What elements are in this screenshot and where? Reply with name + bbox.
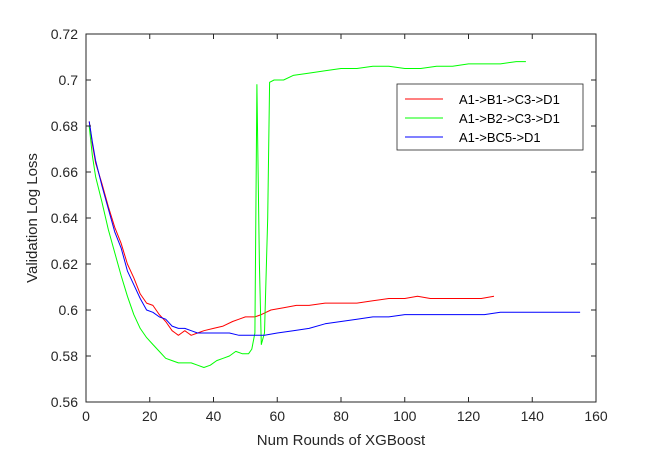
x-tick-label-6: 120 (457, 408, 481, 424)
y-tick-label-7: 0.7 (59, 72, 79, 88)
series-line-1 (88, 61, 526, 368)
y-tick-label-3: 0.62 (51, 256, 78, 272)
y-tick-label-1: 0.58 (51, 348, 78, 364)
x-axis-label: Num Rounds of XGBoost (257, 432, 426, 449)
legend-label-0: A1->B1->C3->D1 (459, 92, 560, 107)
x-tick-label-4: 80 (333, 408, 349, 424)
x-tick-label-0: 0 (82, 408, 90, 424)
y-axis-label: Validation Log Loss (24, 153, 41, 283)
x-tick-label-7: 140 (521, 408, 545, 424)
x-tick-label-1: 20 (142, 408, 158, 424)
x-tick-label-3: 60 (269, 408, 285, 424)
y-tick-label-2: 0.6 (59, 302, 79, 318)
series-line-2 (88, 121, 581, 336)
legend-label-2: A1->BC5->D1 (459, 130, 541, 145)
y-tick-label-5: 0.66 (51, 164, 78, 180)
series-line-0 (88, 121, 495, 336)
legend-box (396, 83, 584, 151)
ticks-layer: 0 20 40 60 80 100 120 140 160 0.56 0.58 0.6 0.62 0.64… (51, 26, 608, 424)
legend-label-1: A1->B2->C3->D1 (459, 111, 560, 126)
y-tick-label-4: 0.64 (51, 210, 78, 226)
series-layer (88, 61, 581, 368)
x-tick-label-5: 100 (393, 408, 417, 424)
y-tick-label-0: 0.56 (51, 394, 78, 410)
legend: A1->B1->C3->D1 A1->B2->C3->D1 A1->BC5->D… (396, 83, 584, 151)
y-tick-label-8: 0.72 (51, 26, 78, 42)
x-tick-label-8: 160 (584, 408, 608, 424)
y-tick-label-6: 0.68 (51, 118, 78, 134)
x-tick-label-2: 40 (206, 408, 222, 424)
